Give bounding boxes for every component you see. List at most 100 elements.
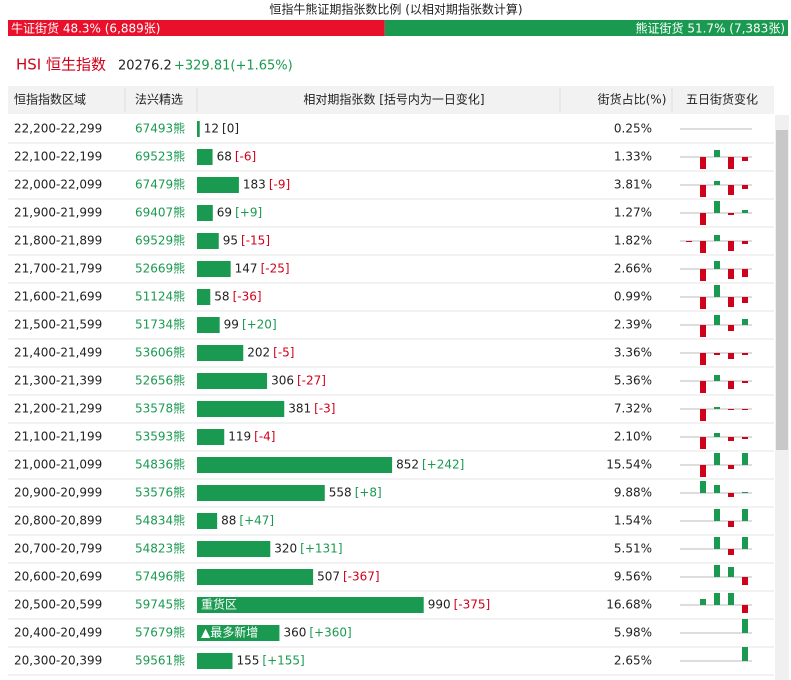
bull-bar — [8, 20, 385, 36]
code-link[interactable]: 54836熊 — [135, 457, 185, 472]
range: 22,000-22,099 — [14, 178, 102, 192]
count-bar — [197, 597, 424, 613]
day-change: [-25] — [261, 262, 290, 276]
count-bar — [197, 569, 314, 585]
index-price: 20276.2 — [118, 59, 172, 74]
five-day-bar — [728, 325, 734, 331]
count: 990 — [428, 598, 451, 612]
count-bar — [197, 401, 285, 417]
code-link[interactable]: 69523熊 — [135, 149, 185, 164]
column-header: 五日街货变化 — [686, 92, 758, 107]
five-day-bar — [742, 185, 748, 189]
range: 21,700-21,799 — [14, 262, 102, 276]
day-change: [-4] — [254, 430, 275, 444]
five-day-bar — [742, 619, 748, 633]
day-change: [-9] — [269, 178, 290, 192]
five-day-bar — [714, 261, 720, 269]
count: 119 — [228, 430, 251, 444]
share: 1.54% — [614, 514, 652, 528]
code-link[interactable]: 59745熊 — [135, 597, 185, 612]
five-day-bar — [728, 241, 734, 251]
share: 0.99% — [614, 290, 652, 304]
five-day-bar — [700, 437, 706, 449]
five-day-bar — [714, 375, 720, 381]
five-day-bar — [700, 185, 706, 197]
count: 360 — [283, 626, 306, 640]
table-header-bg — [8, 86, 774, 114]
count: 68 — [217, 150, 232, 164]
five-day-bar — [742, 605, 748, 613]
count-bar — [197, 513, 218, 529]
code-link[interactable]: 53578熊 — [135, 401, 185, 416]
five-day-bar — [742, 492, 748, 493]
day-change: [+242] — [422, 458, 464, 472]
code-link[interactable]: 57496熊 — [135, 569, 185, 584]
column-header: 恒指指数区域 — [14, 92, 86, 107]
code-link[interactable]: 67479熊 — [135, 177, 185, 192]
five-day-bar — [714, 315, 720, 325]
range: 20,900-20,999 — [14, 486, 102, 500]
five-day-bar — [728, 269, 734, 279]
day-change: [-36] — [233, 290, 262, 304]
five-day-bar — [728, 465, 734, 469]
day-change: [-27] — [297, 374, 326, 388]
range: 21,200-21,299 — [14, 402, 102, 416]
five-day-bar — [742, 509, 748, 521]
five-day-bar — [714, 433, 720, 437]
code-link[interactable]: 52669熊 — [135, 261, 185, 276]
count-bar — [197, 261, 231, 277]
count-bar — [197, 177, 239, 193]
scrollbar-thumb[interactable] — [776, 130, 788, 450]
five-day-bar — [714, 509, 720, 521]
count: 852 — [396, 458, 419, 472]
code-link[interactable]: 51124熊 — [135, 289, 185, 304]
code-link[interactable]: 59561熊 — [135, 653, 185, 668]
bar-tag: ▲最多新增 — [201, 625, 258, 640]
five-day-bar — [742, 647, 748, 661]
five-day-bar — [700, 481, 706, 493]
five-day-bar — [728, 297, 734, 307]
share: 0.25% — [614, 122, 652, 136]
five-day-bar — [714, 407, 720, 409]
range: 21,300-21,399 — [14, 374, 102, 388]
code-link[interactable]: 53606熊 — [135, 345, 185, 360]
five-day-bar — [714, 353, 720, 355]
code-link[interactable]: 54834熊 — [135, 513, 185, 528]
five-day-bar — [728, 409, 734, 410]
count: 69 — [217, 206, 232, 220]
range: 21,000-21,099 — [14, 458, 102, 472]
title: 恒指牛熊证期指张数比例 (以相对期指张数计算) — [269, 2, 522, 17]
code-link[interactable]: 57679熊 — [135, 625, 185, 640]
day-change: [+131] — [300, 542, 342, 556]
five-day-bar — [700, 381, 706, 393]
share: 1.82% — [614, 234, 652, 248]
five-day-bar — [728, 567, 734, 577]
code-link[interactable]: 69407熊 — [135, 205, 185, 220]
index-change: +329.81(+1.65%) — [174, 59, 293, 74]
day-change: [-3] — [314, 402, 335, 416]
count: 381 — [288, 402, 311, 416]
code-link[interactable]: 69529熊 — [135, 233, 185, 248]
count: 320 — [274, 542, 297, 556]
count-bar — [197, 429, 225, 445]
column-header: 街货占比(%) — [598, 92, 667, 107]
day-change: [+8] — [355, 486, 382, 500]
five-day-bar — [742, 157, 748, 161]
five-day-bar — [742, 453, 748, 465]
five-day-bar — [728, 353, 734, 359]
code-link[interactable]: 52656熊 — [135, 373, 185, 388]
five-day-bar — [700, 325, 706, 337]
code-link[interactable]: 67493熊 — [135, 121, 185, 136]
code-link[interactable]: 53576熊 — [135, 485, 185, 500]
count-bar — [197, 149, 213, 165]
bear-bar — [384, 20, 788, 36]
count: 12 — [204, 122, 219, 136]
count-bar — [197, 205, 213, 221]
share: 3.81% — [614, 178, 652, 192]
code-link[interactable]: 51734熊 — [135, 317, 185, 332]
five-day-bar — [714, 235, 720, 241]
five-day-bar — [714, 181, 720, 185]
code-link[interactable]: 53593熊 — [135, 429, 185, 444]
day-change: [+155] — [262, 654, 304, 668]
code-link[interactable]: 54823熊 — [135, 541, 185, 556]
